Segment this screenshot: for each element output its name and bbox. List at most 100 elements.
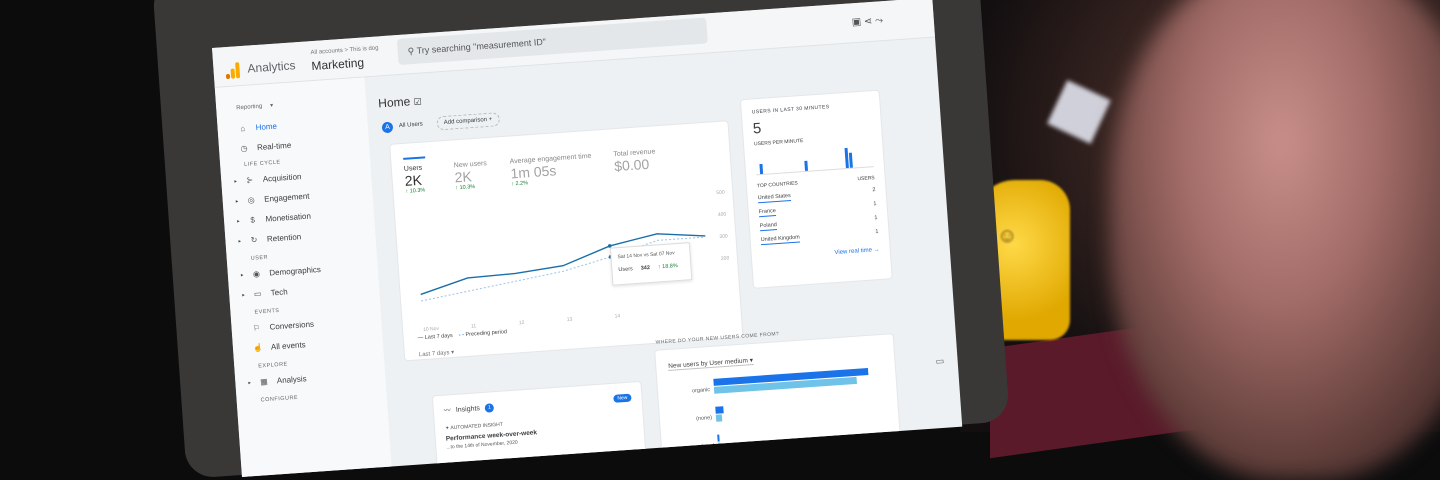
search-placeholder: Try searching "measurement ID" <box>416 36 547 56</box>
country-name: United Kingdom <box>760 234 801 246</box>
medium-bar-previous <box>717 442 720 450</box>
sidebar-item-all-events[interactable]: ☝ All events <box>253 340 306 353</box>
expand-caret-icon[interactable]: ▸ <box>242 291 246 298</box>
kpi-value: 2K <box>404 171 423 189</box>
medium-label: organic <box>691 387 711 395</box>
sidebar-section-title: LIFE CYCLE <box>244 159 281 169</box>
sidebar-item-label: Real-time <box>256 140 292 153</box>
sidebar-item-analysis[interactable]: ▸ ▦ Analysis <box>248 374 307 387</box>
country-users: 1 <box>875 228 879 236</box>
realtime-card: USERS IN LAST 30 MINUTES 5 USERS PER MIN… <box>739 89 893 289</box>
sidebar-item-label: Engagement <box>263 191 310 204</box>
medium-label: referral <box>696 442 715 451</box>
share-icon[interactable]: ▣ ⋖ ⤳ <box>851 15 884 29</box>
insight-tag: AUTOMATED INSIGHT <box>450 421 504 432</box>
date-range-selector[interactable]: Last 7 days ▾ <box>418 349 455 359</box>
sidebar: Reporting ▾ ⌂ Home ◷ Real-time LIFE CYCLE ▸ ⊱ Ac… <box>214 77 393 477</box>
expand-caret-icon[interactable]: ▸ <box>248 379 252 386</box>
per-minute-bar <box>844 147 849 169</box>
insights-card: 〰 Insights 1 New ✦ AUTOMATED INSIGHT Perfor… <box>431 380 648 477</box>
kpi-tab[interactable]: Average engagement time 1m 05s ↑ 2.2% <box>509 153 593 188</box>
date-range-label: Last 7 days <box>418 350 450 359</box>
country-row[interactable]: United States 2 <box>757 187 876 204</box>
insights-icon: 〰 <box>443 407 452 415</box>
expand-caret-icon[interactable]: ▸ <box>236 217 240 225</box>
x-tick-label: 11 <box>471 323 477 329</box>
country-row[interactable]: France 1 <box>758 201 877 218</box>
sidebar-item-home[interactable]: ⌂ Home <box>237 122 277 134</box>
breadcrumb[interactable]: All accounts > This is dog <box>310 45 379 57</box>
sidebar-item-tech[interactable]: ▸ ▭ Tech <box>242 287 288 299</box>
country-row[interactable]: United Kingdom 1 <box>760 228 879 246</box>
devices-icon: ▭ <box>253 289 262 299</box>
sidebar-item-label: Tech <box>270 287 288 298</box>
sidebar-item-label: Acquisition <box>262 172 302 184</box>
person-head-blurred <box>1110 0 1440 480</box>
kpi-tab[interactable]: Users 2K ↑ 10.3% <box>404 165 426 195</box>
segment-row: A All Users Add comparison + <box>381 112 500 134</box>
legend-previous-label: Preceding period <box>465 329 508 339</box>
series-line-0 <box>420 233 706 296</box>
analytics-logo-icon <box>225 62 242 80</box>
report-icon[interactable]: ☑ <box>413 96 423 108</box>
expand-caret-icon[interactable]: ▸ <box>238 237 242 245</box>
reporting-selector[interactable]: Reporting ▾ <box>236 102 273 112</box>
country-name: France <box>758 208 777 218</box>
feedback-icon[interactable]: ▭ <box>935 355 945 367</box>
add-comparison-button[interactable]: Add comparison + <box>436 112 500 131</box>
sidebar-item-monetisation[interactable]: ▸ $ Monetisation <box>237 211 312 226</box>
dimension-selector[interactable]: New users by User medium ▾ <box>668 356 754 371</box>
view-realtime-link[interactable]: View real time → <box>834 246 880 257</box>
sidebar-item-label: Retention <box>266 232 302 244</box>
tooltip-change: ↑ 18.8% <box>657 263 678 271</box>
sidebar-item-acquisition[interactable]: ▸ ⊱ Acquisition <box>234 172 302 185</box>
acquisition-icon: ⊱ <box>246 175 254 185</box>
sidebar-section-title: EXPLORE <box>258 361 288 370</box>
tooltip-metric: Users <box>618 266 634 274</box>
per-minute-chart <box>754 143 874 176</box>
country-row[interactable]: Poland 1 <box>759 215 878 232</box>
sidebar-item-engagement[interactable]: ▸ ◎ Engagement <box>236 191 310 206</box>
x-tick-label: 10 Nov <box>423 326 440 333</box>
countries-header: TOP COUNTRIES <box>756 180 799 190</box>
home-icon: ⌂ <box>239 123 246 134</box>
sidebar-section-title: CONFIGURE <box>260 394 299 404</box>
sidebar-item-demographics[interactable]: ▸ ◉ Demographics <box>241 265 321 279</box>
overview-card: Users 2K ↑ 10.3% New users 2K ↑ 10.3% Average … <box>389 120 744 362</box>
insights-title[interactable]: Insights <box>455 404 481 414</box>
chart-tooltip: Sat 14 Nov vs Sat 07 Nov Users 342 ↑ 18.8% <box>609 242 693 286</box>
y-tick-label: 300 <box>719 233 728 240</box>
medium-bar-current <box>717 434 720 442</box>
expand-caret-icon[interactable]: ▸ <box>240 271 244 279</box>
sidebar-item-label: Analysis <box>276 374 307 386</box>
expand-caret-icon[interactable]: ▸ <box>235 198 239 205</box>
laptop-screen: Analytics All accounts > This is dog Mar… <box>212 0 963 477</box>
app-name: Analytics <box>247 58 296 76</box>
sidebar-section-title: EVENTS <box>254 307 280 316</box>
legend-current-label: Last 7 days <box>424 332 454 341</box>
clock-icon: ◷ <box>240 143 248 154</box>
sidebar-item-retention[interactable]: ▸ ↻ Retention <box>238 232 302 245</box>
reporting-label: Reporting <box>236 103 263 111</box>
sidebar-item-conversions[interactable]: ⚐ Conversions <box>251 319 315 333</box>
kpi-value: 2K <box>454 168 473 186</box>
per-minute-bar <box>804 160 809 171</box>
kpi-value: $0.00 <box>613 155 650 175</box>
new-badge: New <box>613 393 632 403</box>
kpi-change: ↑ 10.3% <box>405 187 426 195</box>
expand-caret-icon[interactable]: ▸ <box>234 178 238 185</box>
per-minute-bar <box>848 152 853 168</box>
property-selector[interactable]: Marketing <box>311 55 365 74</box>
segment-label[interactable]: All Users <box>398 121 424 130</box>
medium-label: (none) <box>695 415 713 423</box>
country-users: 2 <box>872 187 876 194</box>
country-name: United States <box>757 192 792 204</box>
sidebar-item-real-time[interactable]: ◷ Real-time <box>239 140 292 154</box>
kpi-tab[interactable]: Total revenue $0.00 <box>613 148 657 174</box>
chevron-down-icon: ▾ <box>269 102 274 110</box>
sidebar-item-label: Monetisation <box>265 211 312 224</box>
kpi-tab[interactable]: New users 2K ↑ 10.3% <box>454 160 489 191</box>
insights-count-badge: 1 <box>484 402 495 413</box>
retention-icon: ↻ <box>250 235 258 245</box>
sidebar-item-label: Conversions <box>269 319 315 332</box>
